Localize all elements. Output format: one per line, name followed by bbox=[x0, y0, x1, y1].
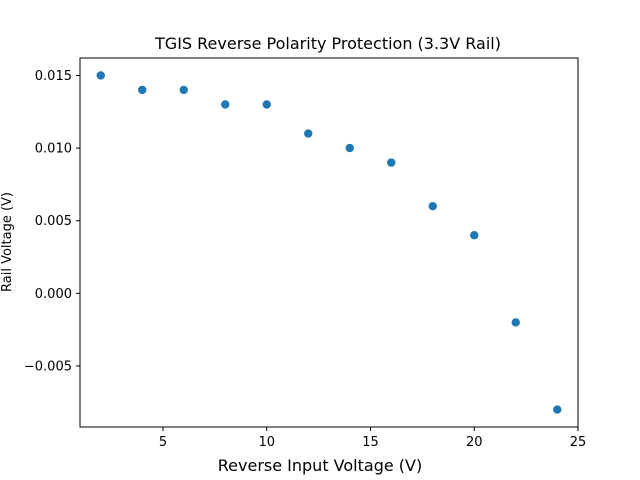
axes-frame bbox=[79, 57, 579, 428]
data-point bbox=[345, 143, 354, 153]
x-axis: 5 10 15 20 25 bbox=[159, 427, 586, 450]
x-tick-label: 15 bbox=[362, 435, 379, 450]
data-point bbox=[470, 231, 479, 240]
x-axis-label: Reverse Input Voltage (V) bbox=[218, 456, 422, 475]
x-tick-label: 25 bbox=[570, 435, 587, 450]
x-tick-label: 10 bbox=[258, 435, 275, 450]
data-point bbox=[387, 158, 396, 167]
data-points bbox=[96, 71, 562, 414]
y-tick-label: 0.010 bbox=[35, 142, 72, 157]
data-point bbox=[96, 71, 105, 80]
data-point bbox=[138, 85, 147, 95]
y-tick-label: 0.005 bbox=[35, 214, 72, 229]
y-tick-label: 0.015 bbox=[35, 69, 72, 84]
x-tick-label: 20 bbox=[466, 435, 483, 450]
data-point bbox=[262, 100, 271, 109]
data-point bbox=[553, 405, 562, 414]
chart-title: TGIS Reverse Polarity Protection (3.3V R… bbox=[154, 34, 501, 53]
y-tick-label: 0.000 bbox=[35, 287, 72, 302]
data-point bbox=[304, 129, 313, 138]
data-point bbox=[511, 318, 520, 327]
y-tick-label: −0.005 bbox=[24, 359, 72, 374]
y-axis: −0.005 0.000 0.005 0.010 0.015 bbox=[24, 69, 80, 374]
data-point bbox=[221, 100, 230, 109]
x-tick-label: 5 bbox=[159, 435, 167, 450]
plot-area bbox=[79, 57, 579, 428]
data-point bbox=[179, 85, 188, 95]
data-point bbox=[428, 201, 437, 211]
y-axis-label: Rail Voltage (V) bbox=[0, 192, 15, 292]
